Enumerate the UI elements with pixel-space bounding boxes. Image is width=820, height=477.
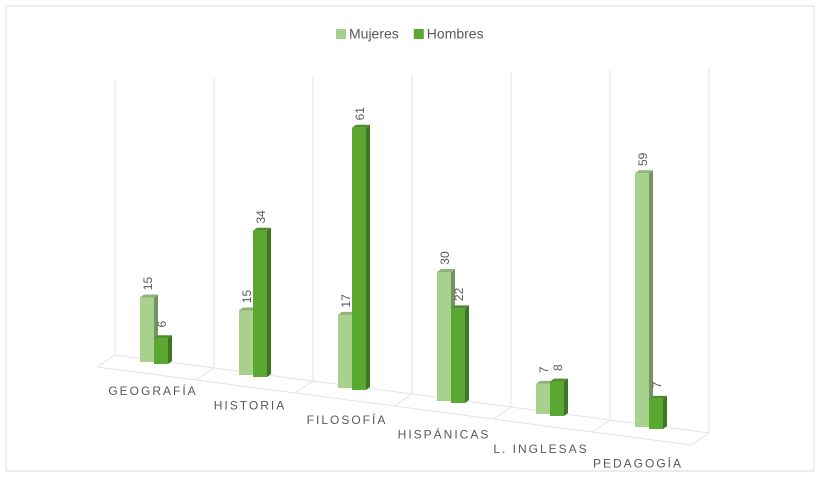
value-label: 7 xyxy=(650,381,664,388)
floor-edge xyxy=(114,354,710,434)
legend-swatch xyxy=(413,29,424,39)
floor-line xyxy=(492,406,512,420)
bar-top xyxy=(352,124,370,128)
value-label: 7 xyxy=(537,366,551,373)
value-label: 8 xyxy=(551,364,565,371)
value-label: 6 xyxy=(155,321,169,328)
bar-side xyxy=(465,305,469,403)
value-label: 34 xyxy=(254,210,268,224)
bar xyxy=(635,173,649,427)
bar-side xyxy=(564,378,568,416)
bar-top xyxy=(550,378,568,382)
bar xyxy=(649,398,663,429)
bar-side xyxy=(649,170,653,428)
floor-line xyxy=(591,419,611,433)
value-label: 17 xyxy=(339,294,353,308)
value-label: 15 xyxy=(240,290,254,304)
value-label: 61 xyxy=(353,107,367,121)
floor-line xyxy=(294,380,314,394)
bar-top xyxy=(140,294,158,298)
bar xyxy=(154,338,168,364)
bar-top xyxy=(635,170,653,174)
value-label: 22 xyxy=(452,287,466,301)
bar-top xyxy=(649,395,667,399)
floor-line xyxy=(96,354,116,368)
bar-top xyxy=(437,269,455,272)
bar-side xyxy=(267,227,271,377)
bar xyxy=(437,272,451,401)
chart-frame xyxy=(5,5,815,472)
bar-side xyxy=(366,124,370,390)
category-label: GEOGRAFÍA xyxy=(108,383,197,398)
bar-side xyxy=(168,335,172,364)
bar xyxy=(338,314,352,388)
legend-label: Mujeres xyxy=(349,26,399,42)
bar xyxy=(140,297,154,362)
category-label: HISTORIA xyxy=(214,399,286,413)
bar-top xyxy=(536,380,554,384)
bar-top xyxy=(338,311,356,315)
bar-top xyxy=(239,307,257,311)
floor-line xyxy=(690,432,710,446)
legend-swatch xyxy=(336,29,346,39)
bar xyxy=(550,381,564,416)
bar xyxy=(451,308,465,403)
category-label: PEDAGOGÍA xyxy=(593,456,683,471)
value-label: 59 xyxy=(636,152,650,166)
bar xyxy=(253,230,267,377)
floor-line xyxy=(195,367,215,381)
bar xyxy=(239,310,253,375)
bar-top xyxy=(451,305,469,309)
category-label: HISPÁNICAS xyxy=(398,427,491,442)
legend-label: Hombres xyxy=(427,26,484,42)
value-label: 30 xyxy=(438,251,452,265)
bar-top xyxy=(154,335,172,339)
category-label: L. INGLESAS xyxy=(493,442,588,456)
category-label: FILOSOFÍA xyxy=(307,412,388,427)
floor-edge xyxy=(96,366,692,446)
value-label: 15 xyxy=(141,277,155,291)
bar-side xyxy=(663,395,667,429)
bar xyxy=(536,383,550,414)
bar-top xyxy=(253,227,271,231)
bar xyxy=(352,127,366,390)
floor-line xyxy=(393,393,413,407)
